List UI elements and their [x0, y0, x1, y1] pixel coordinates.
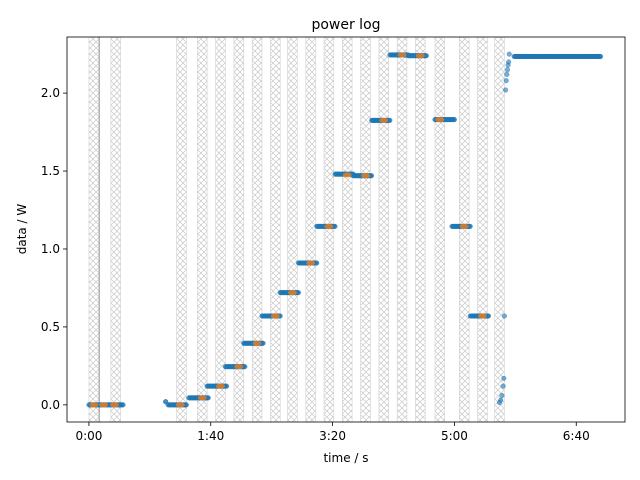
- data-point: [120, 402, 126, 408]
- shaded-interval: [415, 37, 426, 422]
- average-marker: [175, 402, 185, 408]
- average-marker: [252, 340, 262, 346]
- data-point: [598, 53, 604, 60]
- transient-point: [501, 375, 507, 381]
- transient-point: [504, 71, 510, 77]
- shaded-interval: [270, 37, 281, 422]
- average-marker: [324, 223, 334, 229]
- shaded-interval: [88, 37, 99, 422]
- x-axis-label: time / s: [323, 451, 368, 465]
- y-axis-ticks: 0.0 0.5 1.0 1.5 2.0: [41, 86, 67, 412]
- y-tick-label: 0.0: [41, 398, 60, 412]
- average-marker: [89, 402, 99, 408]
- shaded-interval: [233, 37, 244, 422]
- shaded-interval: [477, 37, 488, 422]
- shaded-interval: [287, 37, 298, 422]
- average-marker: [216, 383, 226, 389]
- shaded-interval: [251, 37, 263, 422]
- x-tick-label: 0:00: [75, 429, 102, 443]
- shaded-interval: [110, 37, 121, 422]
- x-tick-label: 6:40: [563, 429, 590, 443]
- transient-point: [500, 383, 506, 389]
- shaded-interval: [360, 37, 371, 422]
- average-marker: [360, 173, 370, 179]
- average-marker: [234, 364, 244, 370]
- average-marker: [397, 52, 407, 58]
- x-axis-ticks: 0:00 1:40 3:20 5:00 6:40: [75, 422, 590, 443]
- average-marker: [459, 223, 469, 229]
- data-point: [451, 117, 457, 123]
- average-marker: [379, 117, 389, 123]
- shaded-interval: [305, 37, 316, 422]
- average-marker: [197, 395, 207, 401]
- shaded-interval: [342, 37, 353, 422]
- transient-point: [506, 59, 512, 65]
- y-tick-label: 1.0: [41, 242, 60, 256]
- transient-point: [503, 78, 509, 84]
- transient-point: [498, 397, 504, 403]
- shaded-intervals: [88, 37, 505, 422]
- transient-point: [503, 87, 509, 93]
- shaded-interval: [396, 37, 408, 422]
- transient-point: [506, 51, 512, 57]
- plot-frame: [66, 36, 626, 423]
- average-marker: [270, 313, 280, 319]
- shaded-interval: [459, 37, 470, 422]
- average-marker: [435, 117, 445, 123]
- average-markers: [89, 52, 487, 408]
- transient-point: [499, 392, 505, 399]
- x-tick-label: 3:20: [319, 429, 346, 443]
- average-marker: [99, 402, 109, 408]
- shaded-interval: [378, 37, 389, 422]
- y-tick-label: 1.5: [41, 164, 60, 178]
- average-marker: [287, 290, 297, 296]
- transient-point: [501, 313, 507, 319]
- shaded-interval: [197, 37, 208, 422]
- average-marker: [306, 260, 316, 266]
- x-tick-label: 1:40: [197, 429, 224, 443]
- shaded-interval: [434, 37, 445, 422]
- shaded-interval: [494, 37, 505, 422]
- y-tick-label: 0.5: [41, 320, 60, 334]
- chart-title: power log: [311, 17, 380, 33]
- shaded-interval: [323, 37, 335, 422]
- average-marker: [342, 172, 352, 178]
- average-marker: [110, 402, 120, 408]
- average-marker: [415, 53, 425, 59]
- shaded-interval: [215, 37, 226, 422]
- average-marker: [477, 313, 487, 319]
- y-tick-label: 2.0: [41, 86, 60, 100]
- x-tick-label: 5:00: [441, 429, 468, 443]
- transient-point: [504, 67, 510, 73]
- shaded-interval: [176, 37, 187, 422]
- y-axis-label: data / W: [15, 204, 29, 255]
